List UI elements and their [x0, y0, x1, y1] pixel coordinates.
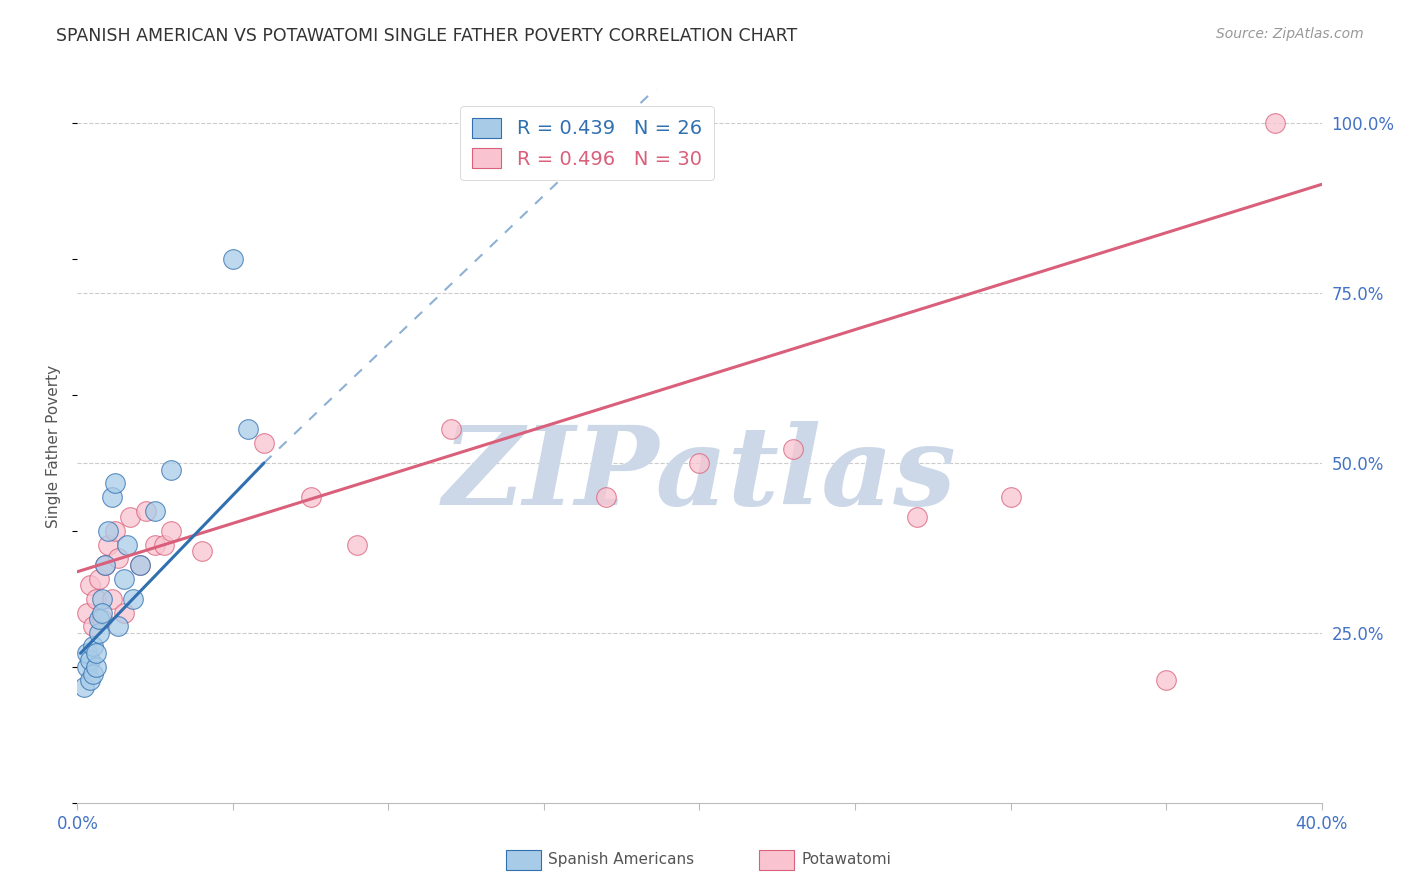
Text: Source: ZipAtlas.com: Source: ZipAtlas.com	[1216, 27, 1364, 41]
Point	[82, 666, 104, 681]
Text: SPANISH AMERICAN VS POTAWATOMI SINGLE FATHER POVERTY CORRELATION CHART: SPANISH AMERICAN VS POTAWATOMI SINGLE FA…	[56, 27, 797, 45]
Point	[1154, 673, 1177, 688]
Point	[1264, 116, 1286, 130]
Point	[107, 551, 129, 566]
Point	[159, 463, 181, 477]
Point	[153, 537, 176, 551]
Point	[94, 558, 117, 572]
Point	[112, 572, 135, 586]
Point	[84, 646, 107, 660]
Point	[76, 646, 98, 660]
Point	[76, 660, 98, 674]
Point	[87, 626, 110, 640]
Point	[143, 537, 166, 551]
Point	[104, 524, 127, 538]
Point	[79, 673, 101, 688]
Point	[82, 619, 104, 633]
Legend: R = 0.439   N = 26, R = 0.496   N = 30: R = 0.439 N = 26, R = 0.496 N = 30	[460, 106, 713, 180]
Point	[135, 503, 157, 517]
Point	[79, 653, 101, 667]
Point	[97, 537, 120, 551]
Point	[76, 606, 98, 620]
Point	[112, 606, 135, 620]
Point	[104, 476, 127, 491]
Point	[84, 591, 107, 606]
Point	[782, 442, 804, 457]
Point	[115, 537, 138, 551]
Y-axis label: Single Father Poverty: Single Father Poverty	[46, 365, 62, 527]
Point	[84, 660, 107, 674]
Point	[346, 537, 368, 551]
Point	[191, 544, 214, 558]
Point	[87, 572, 110, 586]
Point	[159, 524, 181, 538]
Point	[120, 510, 142, 524]
Point	[91, 591, 114, 606]
Point	[253, 435, 276, 450]
Point	[299, 490, 322, 504]
Text: ZIPatlas: ZIPatlas	[443, 421, 956, 528]
Point	[72, 680, 94, 694]
Point	[440, 422, 463, 436]
Point	[91, 606, 114, 620]
Point	[238, 422, 260, 436]
Point	[100, 490, 122, 504]
Point	[905, 510, 928, 524]
Point	[222, 252, 245, 266]
Point	[107, 619, 129, 633]
Point	[128, 558, 150, 572]
Point	[122, 591, 145, 606]
Point	[97, 524, 120, 538]
Text: Potawatomi: Potawatomi	[801, 853, 891, 867]
Point	[82, 640, 104, 654]
Point	[100, 591, 122, 606]
Point	[143, 503, 166, 517]
Point	[1000, 490, 1022, 504]
Point	[79, 578, 101, 592]
Point	[689, 456, 711, 470]
Point	[87, 612, 110, 626]
Point	[94, 558, 117, 572]
Point	[91, 612, 114, 626]
Point	[595, 490, 617, 504]
Text: Spanish Americans: Spanish Americans	[548, 853, 695, 867]
Point	[128, 558, 150, 572]
